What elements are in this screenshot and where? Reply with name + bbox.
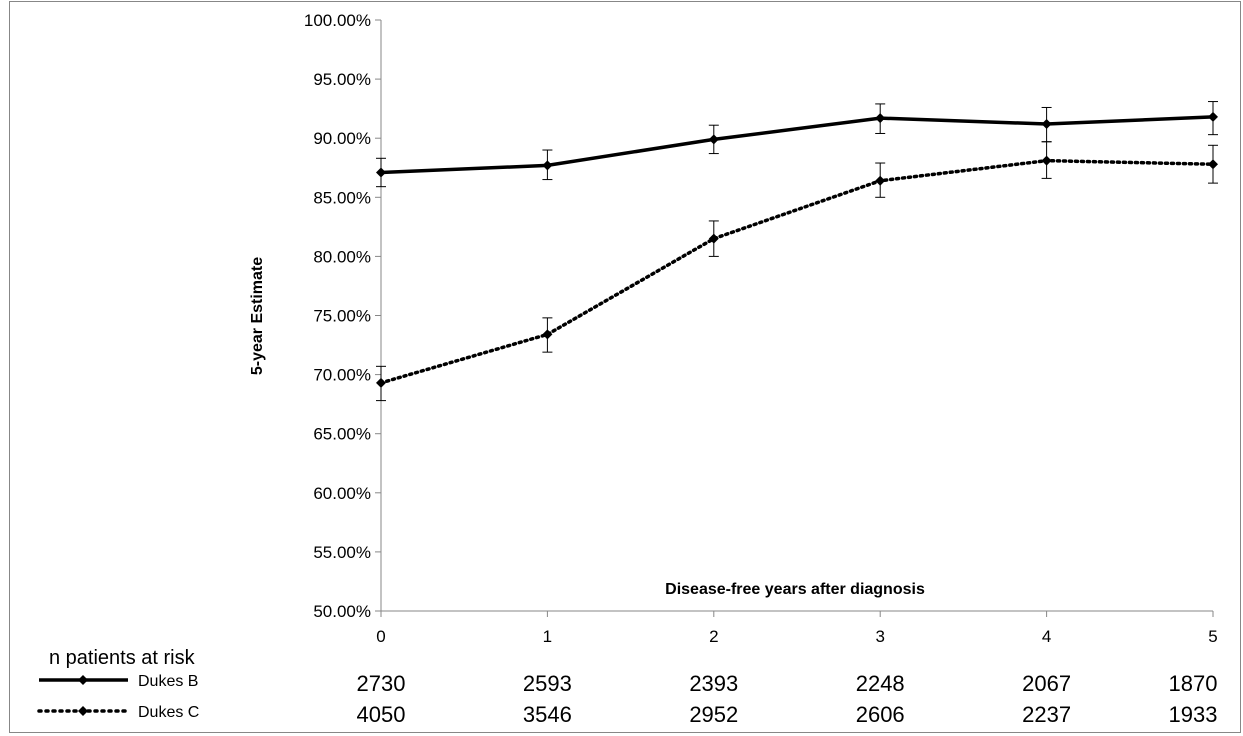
x-tick-label: 5 [1208, 627, 1217, 646]
data-point [542, 329, 553, 340]
y-axis-ticks: 50.00% 55.00% 60.00% 65.00% 70.00% 75.00% 80.0… [304, 11, 381, 621]
risk-table-title: n patients at risk [49, 647, 196, 669]
chart-frame [9, 1, 1241, 733]
x-axis-ticks: 0 1 2 3 4 5 [376, 611, 1218, 646]
y-tick-label: 65.00% [313, 425, 371, 444]
data-point [1041, 119, 1052, 130]
y-tick-label: 50.00% [313, 602, 371, 621]
at-risk-count: 4050 [357, 702, 406, 727]
legend-label: Dukes C [138, 704, 199, 721]
y-tick-label: 80.00% [313, 247, 371, 266]
series-dukes-b [376, 101, 1218, 188]
at-risk-count: 2593 [523, 671, 572, 696]
x-tick-label: 1 [543, 627, 552, 646]
at-risk-count: 1870 [1169, 671, 1218, 696]
legend-label: Dukes B [138, 673, 198, 690]
y-tick-label: 75.00% [313, 307, 371, 326]
data-point [1208, 159, 1218, 170]
y-tick-label: 55.00% [313, 543, 371, 562]
data-point [542, 160, 553, 171]
risk-table: Dukes B 2730 2593 2393 2248 2067 1870 Dukes C 40… [37, 671, 1218, 727]
y-tick-label: 70.00% [313, 366, 371, 385]
data-point [875, 175, 886, 186]
y-tick-label: 95.00% [313, 70, 371, 89]
x-tick-label: 2 [709, 627, 718, 646]
at-risk-count: 3546 [523, 702, 572, 727]
at-risk-count: 2606 [856, 702, 905, 727]
legend-marker-2 [78, 706, 88, 716]
at-risk-count: 2067 [1022, 671, 1071, 696]
data-point [875, 113, 886, 124]
at-risk-count: 2952 [689, 702, 738, 727]
data-point [1041, 155, 1052, 166]
axes [380, 20, 1213, 612]
y-axis-label: 5-year Estimate [249, 257, 266, 375]
at-risk-count: 1933 [1169, 702, 1218, 727]
x-tick-label: 0 [376, 627, 385, 646]
series-dukes-c [376, 141, 1218, 402]
at-risk-count: 2237 [1022, 702, 1071, 727]
data-point [376, 377, 386, 388]
series-layer [376, 101, 1218, 402]
data-point [708, 134, 719, 145]
data-point [1208, 111, 1218, 122]
x-axis-label: Disease-free years after diagnosis [665, 581, 925, 598]
at-risk-count: 2730 [357, 671, 406, 696]
data-point [376, 167, 386, 178]
y-tick-label: 100.00% [304, 11, 371, 30]
y-tick-label: 90.00% [313, 129, 371, 148]
x-tick-label: 4 [1042, 627, 1051, 646]
series-line [379, 158, 1215, 385]
y-tick-label: 60.00% [313, 484, 371, 503]
data-point [708, 233, 719, 244]
series-line [380, 115, 1214, 175]
y-tick-label: 85.00% [313, 188, 371, 207]
x-tick-label: 3 [875, 627, 884, 646]
at-risk-count: 2393 [689, 671, 738, 696]
at-risk-count: 2248 [856, 671, 905, 696]
legend-marker-1 [78, 675, 88, 685]
